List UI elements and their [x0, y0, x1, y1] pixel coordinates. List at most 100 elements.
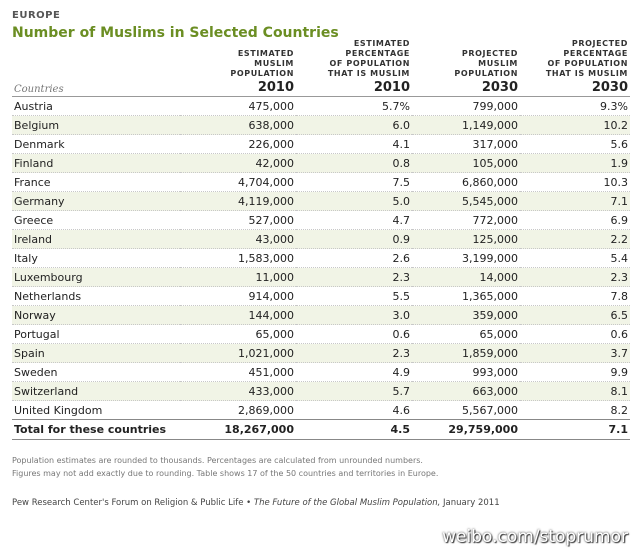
pop-2030-cell: 6,860,000: [412, 172, 520, 192]
pct-2010-cell: 2.6: [296, 248, 412, 268]
pop-2030-cell: 5,545,000: [412, 191, 520, 211]
pct-2030-cell: 2.3: [520, 267, 630, 287]
country-cell: Sweden: [12, 362, 180, 382]
pct-2030-cell: 6.9: [520, 210, 630, 230]
pct-2010-cell: 0.8: [296, 153, 412, 173]
country-cell: Ireland: [12, 229, 180, 249]
pop-2030-cell: 125,000: [412, 229, 520, 249]
country-cell: Denmark: [12, 134, 180, 154]
pop-2010-cell: 43,000: [180, 229, 296, 249]
table-row: Austria 475,000 5.7% 799,000 9.3%: [12, 96, 630, 116]
pct-2010-cell: 4.6: [296, 400, 412, 420]
pct-2030-cell: 0.6: [520, 324, 630, 344]
pop-2010-cell: 914,000: [180, 286, 296, 306]
pct-2030-cell: 3.7: [520, 343, 630, 363]
table-row: Greece 527,000 4.7 772,000 6.9: [12, 210, 630, 230]
year-label: 2030: [412, 79, 520, 97]
country-cell: Belgium: [12, 115, 180, 135]
pop-2030-cell: 359,000: [412, 305, 520, 325]
pct-2030-cell: 9.9: [520, 362, 630, 382]
pop-2010-cell: 1,583,000: [180, 248, 296, 268]
pop-2030-cell: 1,859,000: [412, 343, 520, 363]
pct-2010-cell: 4.7: [296, 210, 412, 230]
header-projected-percentage: PROJECTED PERCENTAGE OF POPULATION THAT IS …: [545, 39, 628, 78]
pop-2030-cell: 5,567,000: [412, 400, 520, 420]
pop-2030-cell: 65,000: [412, 324, 520, 344]
pct-2010-cell: 4.1: [296, 134, 412, 154]
table-row: Netherlands 914,000 5.5 1,365,000 7.8: [12, 286, 630, 306]
pct-2030-cell: 1.9: [520, 153, 630, 173]
pop-2030-cell: 14,000: [412, 267, 520, 287]
pop-2010-cell: 1,021,000: [180, 343, 296, 363]
total-pop-2030: 29,759,000: [412, 419, 520, 440]
footnote-line: Population estimates are rounded to thou…: [12, 456, 423, 465]
muslim-population-table: ESTIMATED MUSLIM POPULATION ESTIMATED PERCE…: [12, 27, 630, 440]
total-row: Total for these countries 18,267,000 4.5…: [12, 419, 630, 440]
pct-2030-cell: 9.3%: [520, 96, 630, 116]
pct-2010-cell: 5.0: [296, 191, 412, 211]
table-row: Finland 42,000 0.8 105,000 1.9: [12, 153, 630, 173]
total-label: Total for these countries: [12, 419, 180, 440]
table-row: Sweden 451,000 4.9 993,000 9.9: [12, 362, 630, 382]
country-cell: Italy: [12, 248, 180, 268]
table-row: United Kingdom 2,869,000 4.6 5,567,000 8.2: [12, 400, 630, 420]
pop-2030-cell: 799,000: [412, 96, 520, 116]
pct-2030-cell: 5.4: [520, 248, 630, 268]
table-row: Denmark 226,000 4.1 317,000 5.6: [12, 134, 630, 154]
pct-2030-cell: 10.3: [520, 172, 630, 192]
total-pct-2030: 7.1: [520, 419, 630, 440]
total-pop-2010: 18,267,000: [180, 419, 296, 440]
table-row: Belgium 638,000 6.0 1,149,000 10.2: [12, 115, 630, 135]
pct-2030-cell: 6.5: [520, 305, 630, 325]
table-row: Luxembourg 11,000 2.3 14,000 2.3: [12, 267, 630, 287]
year-label: 2010: [296, 79, 412, 97]
year-header-row: Countries 2010 2010 2030 2030: [12, 79, 630, 97]
pop-2010-cell: 2,869,000: [180, 400, 296, 420]
pct-2030-cell: 10.2: [520, 115, 630, 135]
pop-2010-cell: 226,000: [180, 134, 296, 154]
pct-2030-cell: 2.2: [520, 229, 630, 249]
pct-2010-cell: 7.5: [296, 172, 412, 192]
table-row: Ireland 43,000 0.9 125,000 2.2: [12, 229, 630, 249]
pct-2010-cell: 3.0: [296, 305, 412, 325]
pct-2010-cell: 0.6: [296, 324, 412, 344]
pop-2010-cell: 65,000: [180, 324, 296, 344]
watermark: weibo.com/stoprumor: [442, 527, 628, 547]
country-cell: Finland: [12, 153, 180, 173]
country-cell: Portugal: [12, 324, 180, 344]
header-estimated-population: ESTIMATED MUSLIM POPULATION: [230, 49, 294, 78]
footnote: Population estimates are rounded to thou…: [12, 454, 630, 480]
table-row: Italy 1,583,000 2.6 3,199,000 5.4: [12, 248, 630, 268]
pct-2030-cell: 8.2: [520, 400, 630, 420]
pop-2010-cell: 42,000: [180, 153, 296, 173]
country-cell: Netherlands: [12, 286, 180, 306]
country-cell: Luxembourg: [12, 267, 180, 287]
pop-2010-cell: 475,000: [180, 96, 296, 116]
source-date: January 2011: [443, 498, 500, 508]
pct-2010-cell: 5.7: [296, 381, 412, 401]
pct-2030-cell: 7.8: [520, 286, 630, 306]
pop-2010-cell: 527,000: [180, 210, 296, 230]
pop-2010-cell: 11,000: [180, 267, 296, 287]
pop-2010-cell: 638,000: [180, 115, 296, 135]
country-cell: Austria: [12, 96, 180, 116]
table-row: Norway 144,000 3.0 359,000 6.5: [12, 305, 630, 325]
table-row: Portugal 65,000 0.6 65,000 0.6: [12, 324, 630, 344]
source-org: Pew Research Center's Forum on Religion …: [12, 498, 252, 508]
header-projected-population: PROJECTED MUSLIM POPULATION: [454, 49, 518, 78]
country-cell: France: [12, 172, 180, 192]
pop-2030-cell: 993,000: [412, 362, 520, 382]
pct-2010-cell: 2.3: [296, 267, 412, 287]
country-cell: Norway: [12, 305, 180, 325]
pop-2030-cell: 317,000: [412, 134, 520, 154]
pop-2030-cell: 3,199,000: [412, 248, 520, 268]
total-pct-2010: 4.5: [296, 419, 412, 440]
pop-2010-cell: 144,000: [180, 305, 296, 325]
table-figure: EUROPE Number of Muslims in Selected Cou…: [12, 10, 630, 508]
pct-2030-cell: 8.1: [520, 381, 630, 401]
pct-2010-cell: 2.3: [296, 343, 412, 363]
pop-2010-cell: 433,000: [180, 381, 296, 401]
source-line: Pew Research Center's Forum on Religion …: [12, 498, 630, 508]
figure-title: Number of Muslims in Selected Countries: [12, 25, 339, 41]
table-row: France 4,704,000 7.5 6,860,000 10.3: [12, 172, 630, 192]
